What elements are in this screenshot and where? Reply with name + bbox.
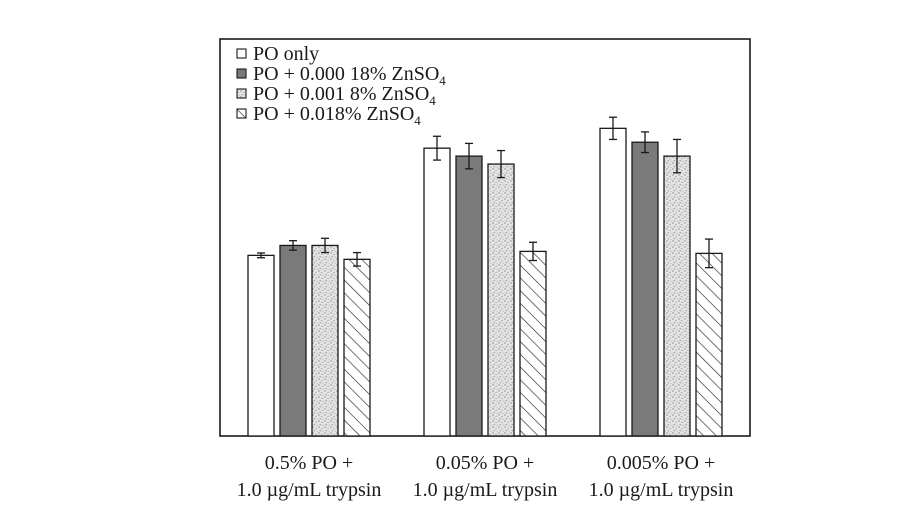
- error-bar-s0-c0: [257, 252, 265, 259]
- legend-label-3: PO + 0.018% ZnSO4: [253, 103, 421, 128]
- bar-s2-c1: [487, 163, 515, 437]
- bar-s0-c2: [599, 127, 627, 437]
- bar-s2-c0: [311, 244, 339, 437]
- error-bar-s0-c2: [609, 116, 617, 141]
- error-bars-layer: [257, 116, 713, 269]
- bar-s1-c0: [279, 244, 307, 437]
- error-bar-s1-c1: [465, 142, 473, 170]
- legend-label-1: PO + 0.000 18% ZnSO4: [253, 63, 446, 88]
- bar-s1-c1: [455, 155, 483, 437]
- error-bar-s1-c2: [641, 131, 649, 154]
- x-tick-label-c2-l0: 0.005% PO +: [607, 452, 716, 474]
- legend-swatch-2: [236, 88, 247, 99]
- x-tick-label-c1-l0: 0.05% PO +: [436, 452, 535, 474]
- error-bar-s2-c0: [321, 237, 329, 254]
- error-bar-s0-c1: [433, 135, 441, 161]
- x-tick-labels: 0.5% PO + 1.0 µg/mL trypsin 0.05% PO + 1.0 …: [237, 452, 734, 501]
- bar-s3-c0: [343, 258, 371, 437]
- legend-label-0: PO only: [253, 43, 319, 65]
- x-tick-label-c2-l1: 1.0 µg/mL trypsin: [589, 479, 734, 501]
- error-bar-s2-c1: [497, 149, 505, 179]
- legend-swatch-0: [236, 48, 247, 59]
- bar-s1-c2: [631, 141, 659, 437]
- legend-swatch-3: [236, 108, 247, 119]
- bar-s0-c0: [247, 254, 275, 437]
- plot-frame: [219, 38, 751, 437]
- legend-label-2: PO + 0.001 8% ZnSO4: [253, 83, 436, 108]
- bar-s0-c1: [423, 147, 451, 437]
- error-bar-s3-c2: [705, 238, 713, 269]
- bar-s2-c2: [663, 155, 691, 437]
- x-tick-label-c0-l1: 1.0 µg/mL trypsin: [237, 479, 382, 501]
- error-bar-s3-c1: [529, 241, 537, 262]
- error-bar-s3-c0: [353, 251, 361, 267]
- legend-swatch-1: [236, 68, 247, 79]
- bar-s3-c2: [695, 252, 723, 437]
- error-bar-s2-c2: [673, 138, 681, 174]
- x-tick-label-c0-l0: 0.5% PO +: [265, 452, 354, 474]
- bars-layer: [247, 127, 723, 437]
- x-tick-label-c1-l1: 1.0 µg/mL trypsin: [413, 479, 558, 501]
- bar-s3-c1: [519, 250, 547, 437]
- error-bar-s1-c0: [289, 240, 297, 251]
